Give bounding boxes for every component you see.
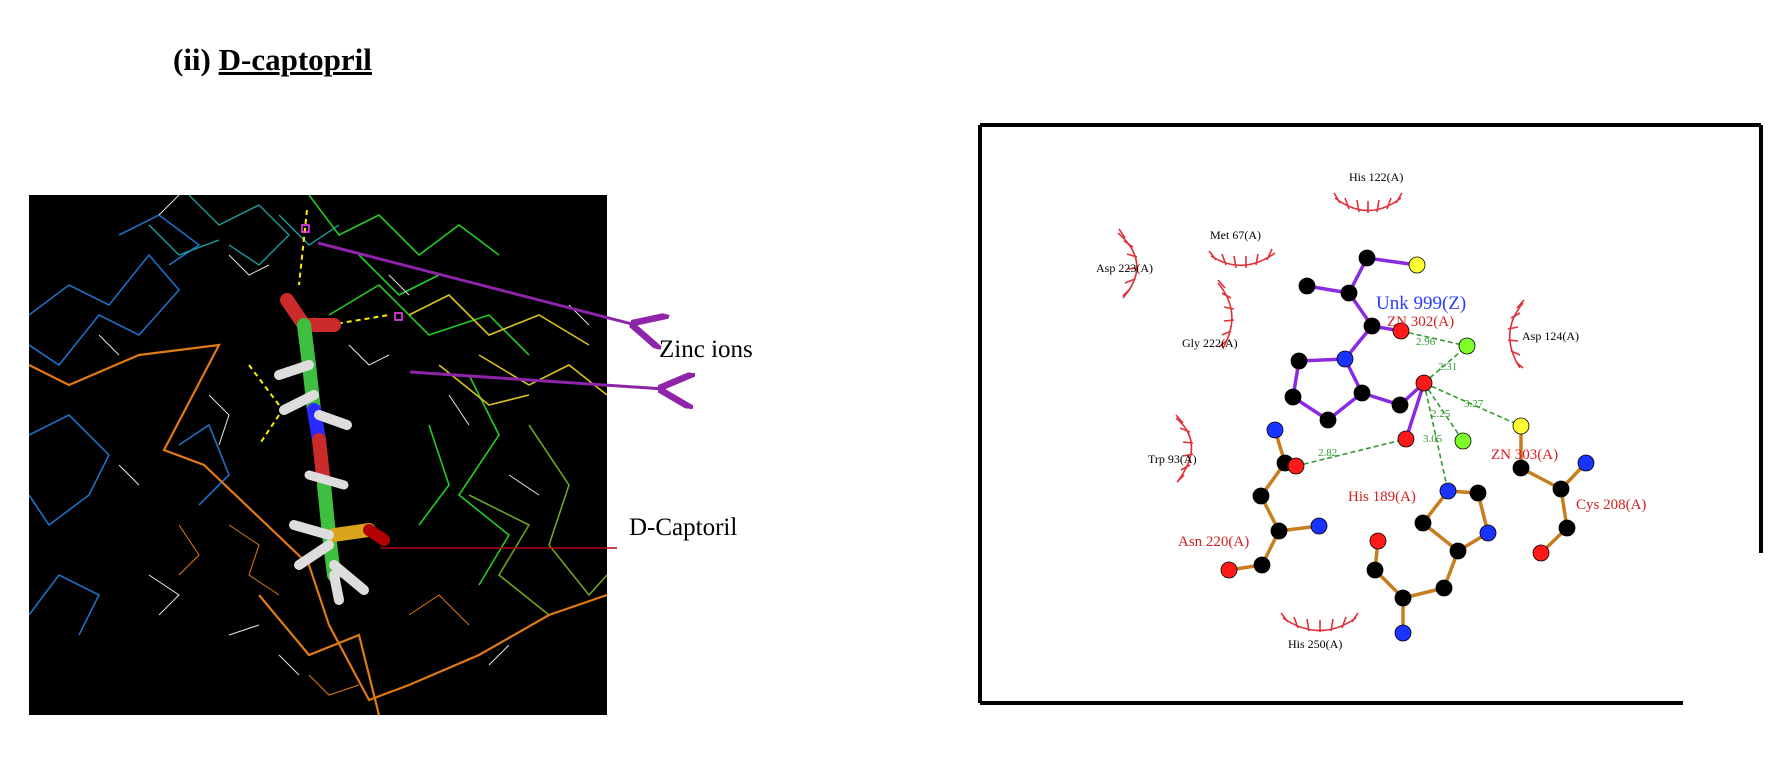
label-asp124: Asp 124(A) [1522,329,1579,343]
label-zn302: ZN 302(A) [1387,314,1454,330]
trp93-arc [1175,414,1194,483]
gly222-arc [1217,279,1235,349]
distance-label-3: 2.25 [1431,408,1451,420]
sidechains-orange [178,524,470,696]
atom-n-cys208 [1577,454,1595,472]
atom-c-ligand [1353,384,1371,402]
atom-n-his189 [1394,624,1412,642]
distance-label-6: 2.82 [1318,447,1337,459]
distance-label-1: 2.96 [1416,336,1436,348]
zinc-arrow-1 [317,241,636,325]
met67-arc [1208,248,1276,269]
label-cys208: Cys 208(A) [1576,497,1646,513]
atom-c-his189 [1435,579,1453,597]
atom-c-ligand [1363,317,1381,335]
label-ligand: Unk 999(Z) [1376,293,1466,314]
atom-n-asn220 [1310,517,1328,535]
ligplot-diagram: 2.96 2.31 2.25 3.27 3.05 2.82 [978,123,1763,705]
his250-arc [1280,612,1359,632]
asp223-arc [1117,228,1139,299]
atom-c-ligand [1319,411,1337,429]
docking-3d-view [29,195,607,715]
atom-c-ligand [1391,396,1409,414]
docking-3d-render [29,195,607,715]
atom-n-his189 [1439,482,1457,500]
heading-numeral: (ii) [173,42,211,77]
residue-labels: His 122(A) Met 67(A) Asp 223(A) Gly 222(… [1096,170,1646,651]
atom-c-ligand [1298,277,1316,295]
atom-c-cys208 [1512,459,1530,477]
label-his189: His 189(A) [1348,489,1416,505]
his122-arc [1333,192,1403,213]
atom-o-ligand [1397,430,1415,448]
atom-c-ligand [1290,352,1308,370]
atoms [1220,249,1595,642]
backbone-teal [148,195,340,266]
atom-o-asn220 [1287,457,1305,475]
label-trp93: Trp 93(A) [1148,452,1197,466]
atom-c-cys208 [1552,480,1570,498]
atom-n-his189 [1479,524,1497,542]
atom-c-asn220 [1252,487,1270,505]
label-asn220: Asn 220(A) [1178,534,1249,550]
hydrophobic-arcs [1117,192,1525,632]
atom-o-his189 [1369,532,1387,550]
atom-c-cys208 [1558,519,1576,537]
backbone-yellow [408,294,607,406]
atom-n-ligand [1336,350,1354,368]
atom-c-his189 [1414,514,1432,532]
atom-o-cys208 [1532,544,1550,562]
distance-label-5: 3.05 [1423,433,1443,445]
atom-c-his189 [1394,589,1412,607]
zinc-marker-2 [394,312,403,321]
label-gly222: Gly 222(A) [1182,336,1238,350]
distance-label-2: 2.31 [1438,361,1457,373]
heading-compound-name: D-captopril [218,42,372,77]
atom-o-asn220 [1220,561,1238,579]
backbone-blue [29,214,230,636]
atom-zn-303 [1454,432,1472,450]
distance-labels: 2.96 2.31 2.25 3.27 3.05 2.82 [1318,336,1484,459]
distance-label-4: 3.27 [1464,398,1484,410]
sidechains-white [98,195,590,676]
atom-c-asn220 [1270,522,1288,540]
label-his250: His 250(A) [1288,637,1342,651]
label-his122: His 122(A) [1349,170,1403,184]
atom-zn-302 [1458,337,1476,355]
atom-n-asn220 [1266,421,1284,439]
zinc-marker-1 [301,224,310,233]
atom-o-ligand [1392,322,1410,340]
atom-c-asn220 [1253,556,1271,574]
label-asp223: Asp 223(A) [1096,261,1153,275]
label-met67: Met 67(A) [1210,228,1261,242]
atom-s-ligand [1408,256,1426,274]
atom-c-ligand [1340,284,1358,302]
hbond-lines [1295,330,1522,492]
label-zn303: ZN 303(A) [1491,447,1558,463]
atom-c-ligand [1284,388,1302,406]
atom-s-cys208 [1512,417,1530,435]
atom-c-his189 [1366,561,1384,579]
atom-o-ligand [1415,374,1433,392]
atom-c-ligand [1358,249,1376,267]
ligplot-frame-border [978,123,1763,705]
backbone-orange [29,343,607,715]
asp124-arc [1507,299,1525,369]
backbone-green [308,195,530,586]
atom-c-his189 [1449,542,1467,560]
figure-heading: (ii) D-captopril [173,42,372,78]
zinc-ions-callout: Zinc ions [659,336,753,363]
d-captopril-callout: D-Captoril [629,514,738,541]
atom-c-his189 [1469,484,1487,502]
backbone-olive [468,424,607,616]
ligand-stick-model [274,293,390,605]
zinc-arrow-2 [409,370,664,389]
